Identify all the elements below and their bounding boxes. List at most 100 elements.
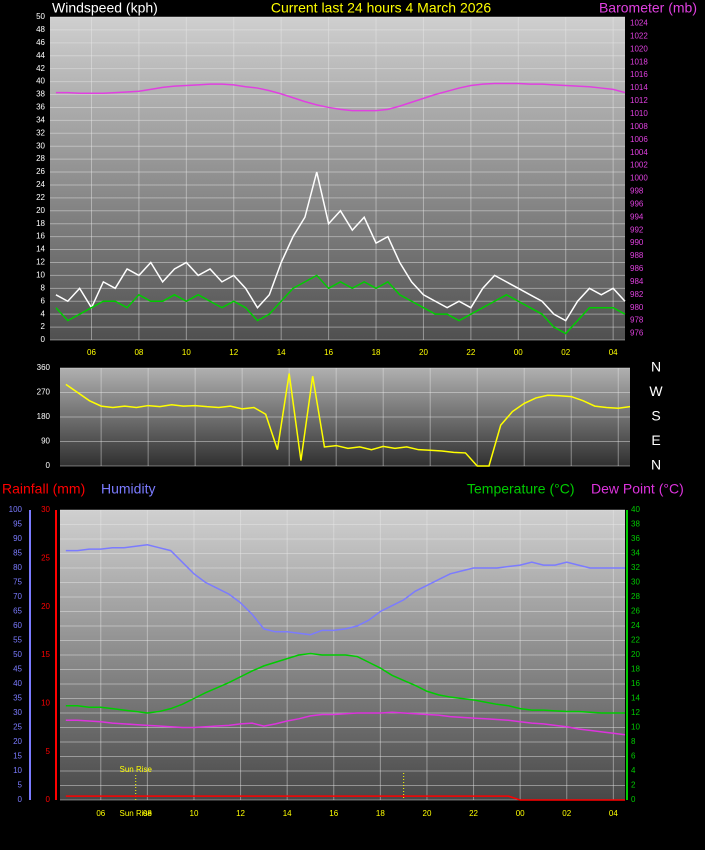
y-tick-label: 24 [631, 621, 640, 630]
y-tick-label: 1018 [630, 57, 648, 66]
y-tick-label: 2 [631, 781, 636, 790]
y-tick-label: 360 [37, 363, 51, 372]
y-tick-label: 32 [631, 563, 640, 572]
y-tick-label: 20 [13, 737, 22, 746]
y-tick-label: 25 [13, 723, 22, 732]
windspeed-label: Windspeed (kph) [52, 0, 158, 16]
y-tick-label: 16 [631, 679, 640, 688]
y-tick-label: 10 [36, 271, 45, 280]
x-tick-label: 22 [469, 809, 478, 818]
y-tick-label: 38 [36, 90, 45, 99]
y-tick-label: 48 [36, 25, 45, 34]
y-tick-label: 14 [36, 245, 45, 254]
y-tick-label: 16 [36, 232, 45, 241]
y-tick-label: 36 [36, 103, 45, 112]
x-tick-label: 12 [236, 809, 245, 818]
y-tick-label: 38 [631, 520, 640, 529]
y-tick-label: 980 [630, 303, 644, 312]
y-tick-label: 4 [631, 766, 636, 775]
y-tick-label: 5 [46, 747, 51, 756]
chart-title: Current last 24 hours 4 March 2026 [271, 0, 491, 16]
x-tick-label: 18 [372, 348, 381, 357]
y-tick-label: 20 [631, 650, 640, 659]
series-name: Humidity [101, 481, 155, 497]
y-tick-label: 4 [41, 309, 46, 318]
y-tick-label: 100 [9, 505, 23, 514]
x-tick-label: 06 [87, 348, 96, 357]
y-tick-label: 34 [631, 549, 640, 558]
y-tick-label: 5 [18, 781, 23, 790]
x-tick-label: 00 [514, 348, 523, 357]
barometer-label: Barometer (mb) [599, 0, 697, 16]
x-tick-label: 08 [134, 348, 143, 357]
y-tick-label: 44 [36, 51, 45, 60]
y-tick-label: 986 [630, 264, 644, 273]
y-tick-label: 50 [13, 650, 22, 659]
y-tick-label: 6 [41, 296, 46, 305]
y-tick-label: 36 [631, 534, 640, 543]
series-line [55, 274, 626, 335]
series-name: Dew Point (°C) [591, 481, 684, 497]
x-tick-label: 10 [182, 348, 191, 357]
y-tick-label: 70 [13, 592, 22, 601]
plot-area [60, 368, 630, 466]
y-tick-label: 982 [630, 290, 644, 299]
y-tick-label: 1022 [630, 31, 648, 40]
y-tick-label: 80 [13, 563, 22, 572]
y-tick-label: 976 [630, 329, 644, 338]
y-tick-label: 40 [36, 77, 45, 86]
x-tick-label: 20 [423, 809, 432, 818]
x-tick-label: 10 [190, 809, 199, 818]
y-tick-label: 40 [631, 505, 640, 514]
y-tick-label: 6 [631, 752, 636, 761]
y-tick-label: 20 [41, 602, 50, 611]
y-tick-label: 18 [631, 665, 640, 674]
y-tick-label: 0 [631, 795, 636, 804]
series-name: Temperature (°C) [467, 481, 575, 497]
x-tick-label: 22 [466, 348, 475, 357]
y-tick-label: 1020 [630, 44, 648, 53]
compass-label: N [651, 457, 661, 473]
y-tick-label: 180 [37, 412, 51, 421]
x-tick-label: 14 [277, 348, 286, 357]
x-tick-label: 12 [229, 348, 238, 357]
series-line [55, 82, 626, 112]
y-tick-label: 10 [41, 698, 50, 707]
series-line [65, 795, 625, 801]
y-tick-label: 40 [13, 679, 22, 688]
y-tick-label: 12 [631, 708, 640, 717]
y-tick-label: 60 [13, 621, 22, 630]
y-tick-label: 95 [13, 520, 22, 529]
x-tick-label: 14 [283, 809, 292, 818]
y-tick-label: 1006 [630, 135, 648, 144]
compass-label: N [651, 359, 661, 375]
y-tick-label: 1012 [630, 96, 648, 105]
y-tick-label: 992 [630, 225, 644, 234]
series-line [55, 171, 626, 322]
x-tick-label: 20 [419, 348, 428, 357]
y-tick-label: 1014 [630, 83, 648, 92]
compass-label: S [651, 408, 660, 424]
y-tick-label: 26 [36, 167, 45, 176]
y-tick-label: 0 [18, 795, 23, 804]
y-tick-label: 2 [41, 322, 46, 331]
series-line [65, 652, 625, 714]
sunrise-axis-label: Sun Rise [119, 809, 152, 818]
y-tick-label: 90 [41, 437, 50, 446]
x-tick-label: 18 [376, 809, 385, 818]
y-tick-label: 998 [630, 187, 644, 196]
x-tick-label: 04 [609, 348, 618, 357]
y-tick-label: 1000 [630, 174, 648, 183]
y-tick-label: 75 [13, 578, 22, 587]
x-tick-label: 02 [561, 348, 570, 357]
y-tick-label: 10 [631, 723, 640, 732]
y-tick-label: 30 [13, 708, 22, 717]
y-tick-label: 25 [41, 553, 50, 562]
y-tick-label: 15 [13, 752, 22, 761]
y-tick-label: 30 [36, 141, 45, 150]
y-tick-label: 90 [13, 534, 22, 543]
y-tick-label: 20 [36, 206, 45, 215]
y-tick-label: 15 [41, 650, 50, 659]
y-tick-label: 1010 [630, 109, 648, 118]
